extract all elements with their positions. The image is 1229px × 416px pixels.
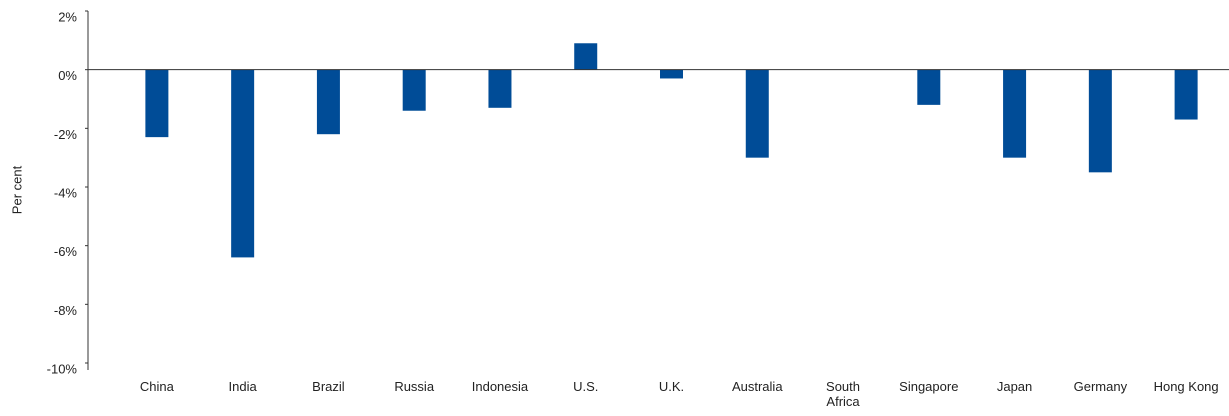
bar xyxy=(402,69,426,111)
y-tick-label: -4% xyxy=(54,185,78,200)
x-tick-label: Russia xyxy=(394,379,435,394)
bar xyxy=(574,43,598,70)
y-tick-label: -6% xyxy=(54,244,78,259)
x-tick-label: Germany xyxy=(1073,379,1128,394)
bar xyxy=(917,69,941,105)
bar xyxy=(231,69,255,258)
bar xyxy=(1088,69,1112,173)
y-tick-label: 2% xyxy=(58,9,77,24)
x-tick-label: South Africa xyxy=(826,379,861,409)
bar xyxy=(145,69,169,138)
y-tick-label: 0% xyxy=(58,68,77,83)
y-tick-label: -10% xyxy=(47,361,78,376)
x-tick-label: U.K. xyxy=(658,379,685,394)
bar xyxy=(745,69,769,158)
x-tick-label: Australia xyxy=(731,379,783,394)
x-tick-label: U.S. xyxy=(573,379,599,394)
x-tick-label: Japan xyxy=(996,379,1033,394)
bar xyxy=(660,69,683,79)
x-tick-label: China xyxy=(139,379,174,394)
x-tick-label: India xyxy=(228,379,257,394)
x-tick-label: Indonesia xyxy=(471,379,529,394)
y-tick-label: -8% xyxy=(54,303,78,318)
bar xyxy=(488,69,512,108)
bar xyxy=(1174,69,1198,120)
bar xyxy=(316,69,340,135)
x-tick-label: Brazil xyxy=(312,379,345,394)
y-axis-label: Per cent xyxy=(9,165,24,214)
x-tick-label: Singapore xyxy=(899,379,959,394)
bar xyxy=(1003,69,1027,158)
y-tick-label: -2% xyxy=(54,127,78,142)
x-tick-label: Hong Kong xyxy=(1153,379,1219,394)
